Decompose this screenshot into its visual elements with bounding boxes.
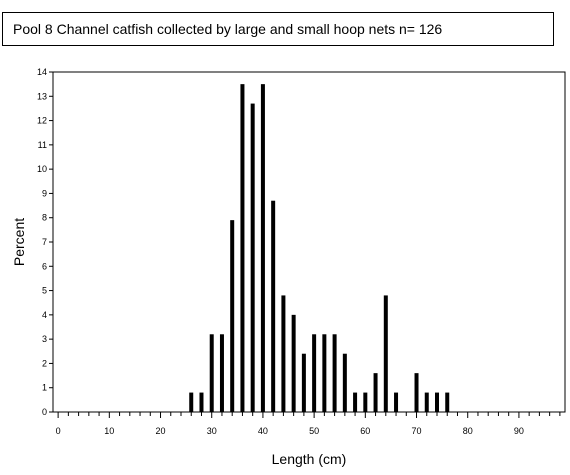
x-tick-label: 60 xyxy=(360,426,370,436)
bar xyxy=(271,200,276,412)
bar xyxy=(435,392,439,412)
bar xyxy=(189,392,194,412)
bar-series xyxy=(189,84,450,413)
y-tick-label: 5 xyxy=(42,286,47,296)
x-tick-label: 70 xyxy=(412,426,422,436)
y-tick-label: 12 xyxy=(37,116,47,126)
y-axis-label: Percent xyxy=(11,218,27,266)
x-tick-label: 10 xyxy=(104,426,114,436)
bar xyxy=(373,373,378,412)
plot-area xyxy=(52,71,566,413)
y-tick-label: 4 xyxy=(42,310,47,320)
x-axis-label: Length (cm) xyxy=(272,451,347,467)
bar xyxy=(291,314,296,412)
bar xyxy=(199,392,204,412)
x-tick-label: 50 xyxy=(309,426,319,436)
y-tick-label: 14 xyxy=(37,67,47,77)
bar xyxy=(383,295,388,412)
y-tick-label: 2 xyxy=(42,358,47,368)
bar xyxy=(342,353,347,412)
bar xyxy=(332,334,337,412)
x-tick-label: 0 xyxy=(56,426,61,436)
bar xyxy=(260,84,265,413)
bar xyxy=(301,353,306,412)
y-tick-label: 7 xyxy=(42,237,47,247)
bar xyxy=(363,392,368,412)
x-axis: 0 10 20 30 40 50 60 70 80 90 xyxy=(56,412,561,436)
bar xyxy=(445,392,450,412)
x-tick-label: 20 xyxy=(156,426,166,436)
bar xyxy=(281,295,286,412)
x-tick-label: 30 xyxy=(207,426,217,436)
plot-frame xyxy=(52,71,566,413)
chart-title: Pool 8 Channel catfish collected by larg… xyxy=(2,12,554,46)
y-tick-label: 6 xyxy=(42,261,47,271)
bar xyxy=(322,334,327,412)
y-tick-label: 11 xyxy=(38,140,47,150)
y-tick-label: 1 xyxy=(42,383,47,393)
y-tick-label: 9 xyxy=(42,188,47,198)
bar xyxy=(250,103,255,413)
bar xyxy=(353,392,358,412)
bar xyxy=(209,334,214,412)
y-tick-label: 10 xyxy=(37,164,47,174)
x-tick-label: 40 xyxy=(258,426,268,436)
y-tick-label: 0 xyxy=(42,407,47,417)
x-tick-label: 80 xyxy=(463,426,473,436)
bar xyxy=(240,84,245,413)
y-tick-label: 8 xyxy=(42,213,47,223)
bar xyxy=(414,373,419,412)
bar xyxy=(312,334,317,412)
bar xyxy=(394,392,399,412)
y-tick-label: 13 xyxy=(37,91,47,101)
y-tick-label: 3 xyxy=(42,334,47,344)
bar xyxy=(219,334,224,412)
bar xyxy=(424,392,429,412)
x-tick-label: 90 xyxy=(514,426,524,436)
bar xyxy=(230,220,235,412)
